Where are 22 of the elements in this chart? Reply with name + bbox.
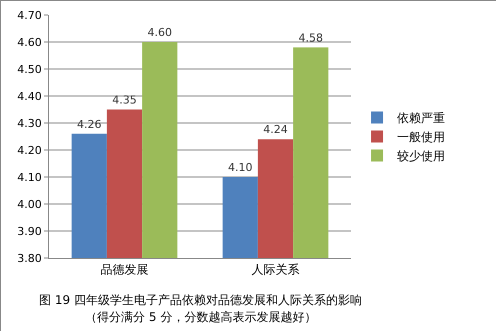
y-tick-label: 4.60 bbox=[17, 36, 42, 49]
data-label: 4.58 bbox=[298, 31, 323, 44]
text: （得分满分 5 分，分数越高表示发展越好） bbox=[85, 310, 316, 324]
data-label: 4.60 bbox=[147, 26, 172, 39]
x-tick-label: 品德发展 bbox=[100, 262, 148, 276]
y-tick-label: 4.20 bbox=[17, 144, 42, 157]
legend-label: 一般使用 bbox=[397, 130, 446, 144]
y-tick-label: 4.30 bbox=[17, 116, 42, 130]
y-tick-label: 4.40 bbox=[17, 90, 42, 103]
y-tick-label: 4.70 bbox=[17, 8, 42, 22]
y-tick-label: 4.00 bbox=[17, 198, 42, 211]
legend-label: 依赖严重 bbox=[397, 111, 446, 126]
y-tick-label: 3.80 bbox=[17, 252, 42, 265]
data-label: 4.24 bbox=[263, 123, 288, 136]
y-tick-label: 3.90 bbox=[17, 224, 42, 238]
x-tick-label: 人际关系 bbox=[252, 262, 300, 276]
data-label: 4.10 bbox=[228, 161, 253, 174]
data-label: 4.35 bbox=[112, 94, 137, 106]
caption: 图 19 四年级学生电子产品依赖对品德发展和人际关系的影响 bbox=[39, 293, 362, 307]
y-tick-label: 4.10 bbox=[17, 170, 42, 184]
y-tick-label: 4.50 bbox=[17, 62, 42, 76]
legend-label: 较少使用 bbox=[397, 149, 446, 164]
